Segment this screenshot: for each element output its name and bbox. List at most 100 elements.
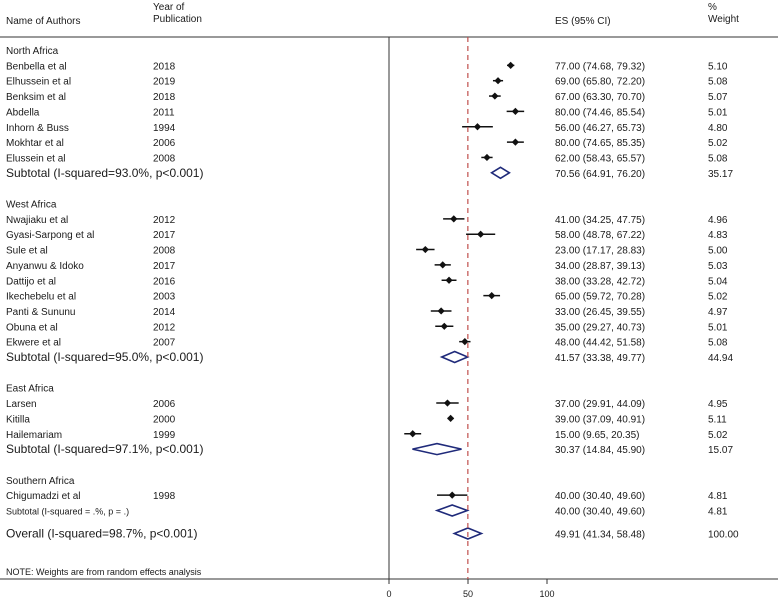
point-marker [507, 61, 515, 69]
study-es: 23.00 (17.17, 28.83) [555, 246, 645, 257]
study-year: 2012 [153, 322, 176, 333]
study-row: Obuna et al 2012 35.00 (29.27, 40.73) 5.01 [6, 322, 728, 333]
subtotal-weight: 44.94 [708, 353, 733, 364]
study-author: Nwajiaku et al [6, 215, 68, 226]
study-author: Benksim et al [6, 92, 66, 103]
point-marker [494, 77, 502, 85]
study-weight: 5.11 [708, 414, 727, 425]
group-label: East Africa [6, 384, 54, 395]
subtotal-row: Subtotal (I-squared=95.0%, p<0.001) 41.57… [6, 350, 733, 364]
study-year: 2008 [153, 153, 176, 164]
point-marker [421, 245, 429, 254]
subtotal-weight: 35.17 [708, 169, 733, 180]
study-year: 1994 [153, 123, 176, 134]
study-year: 2016 [153, 276, 176, 287]
study-author: Ekwere et al [6, 338, 61, 349]
header-weight-line2: Weight [708, 14, 739, 25]
point-marker [445, 276, 453, 284]
study-weight: 5.01 [708, 107, 728, 118]
study-author: Kitilla [6, 414, 30, 425]
study-author: Benbella et al [6, 61, 67, 72]
study-es: 40.00 (30.40, 49.60) [555, 491, 645, 502]
group-north-africa: North Africa Benbella et al 2018 77.00 (74.… [6, 46, 733, 180]
group-label: West Africa [6, 200, 57, 211]
study-es: 48.00 (44.42, 51.58) [555, 338, 645, 349]
study-es: 80.00 (74.46, 85.54) [555, 107, 645, 118]
group-southern-africa: Southern Africa Chigumadzi et al 1998 40.00… [6, 476, 728, 518]
point-marker [439, 261, 447, 269]
study-weight: 4.81 [708, 491, 728, 502]
study-year: 2019 [153, 77, 176, 88]
study-author: Obuna et al [6, 322, 58, 333]
study-row: Anyanwu & Idoko 2017 34.00 (28.87, 39.13) 5… [6, 261, 728, 272]
study-es: 15.00 (9.65, 20.35) [555, 430, 640, 441]
header-authors: Name of Authors [6, 16, 80, 27]
group-label: Southern Africa [6, 476, 75, 487]
study-row: Elhussein et al 2019 69.00 (65.80, 72.20) 5… [6, 77, 728, 88]
study-author: Mokhtar et al [6, 138, 64, 149]
study-es: 33.00 (26.45, 39.55) [555, 307, 645, 318]
study-es: 34.00 (28.87, 39.13) [555, 261, 645, 272]
study-weight: 5.07 [708, 92, 728, 103]
study-year: 2017 [153, 261, 176, 272]
point-marker [511, 138, 519, 146]
study-es: 62.00 (58.43, 65.57) [555, 153, 645, 164]
study-es: 37.00 (29.91, 44.09) [555, 399, 645, 410]
study-year: 2006 [153, 138, 176, 149]
study-author: Abdella [6, 107, 40, 118]
study-row: Ekwere et al 2007 48.00 (44.42, 51.58) 5.08 [6, 338, 728, 349]
study-weight: 4.83 [708, 230, 728, 241]
study-row: Sule et al 2008 23.00 (17.17, 28.83) 5.00 [6, 246, 728, 257]
study-year: 1998 [153, 491, 176, 502]
point-marker [409, 430, 417, 438]
study-year: 2003 [153, 292, 176, 303]
study-author: Panti & Sununu [6, 307, 76, 318]
group-west-africa: West Africa Nwajiaku et al 2012 41.00 (34.2… [6, 200, 733, 365]
study-weight: 5.08 [708, 77, 728, 88]
study-weight: 5.04 [708, 276, 728, 287]
study-row: Benbella et al 2018 77.00 (74.68, 79.32) 5.… [6, 61, 728, 72]
subtotal-weight: 4.81 [708, 507, 728, 518]
study-weight: 4.97 [708, 307, 728, 318]
study-row: Chigumadzi et al 1998 40.00 (30.40, 49.60)… [6, 491, 728, 502]
subtotal-es: 30.37 (14.84, 45.90) [555, 445, 645, 456]
subtotal-weight: 15.07 [708, 445, 733, 456]
study-row: Panti & Sununu 2014 33.00 (26.45, 39.55) 4.… [6, 307, 728, 318]
study-author: Elhussein et al [6, 77, 71, 88]
study-row: Hailemariam 1999 15.00 (9.65, 20.35) 5.02 [6, 430, 728, 441]
study-weight: 4.80 [708, 123, 728, 134]
study-author: Larsen [6, 399, 37, 410]
subtotal-row: Subtotal (I-squared=93.0%, p<0.001) 70.56… [6, 166, 733, 180]
x-tick-label: 50 [463, 589, 473, 599]
subtotal-diamond [439, 350, 470, 364]
point-marker [440, 322, 448, 330]
point-marker [447, 414, 455, 422]
footnote: NOTE: Weights are from random effects an… [6, 567, 202, 577]
study-year: 2007 [153, 338, 176, 349]
subtotal-label: Subtotal (I-squared = .%, p = .) [6, 507, 129, 517]
study-row: Gyasi-Sarpong et al 2017 58.00 (48.78, 67.… [6, 230, 728, 241]
study-es: 65.00 (59.72, 70.28) [555, 292, 645, 303]
study-year: 2018 [153, 92, 176, 103]
point-marker [483, 153, 491, 162]
overall-label: Overall (I-squared=98.7%, p<0.001) [6, 527, 197, 541]
study-es: 58.00 (48.78, 67.22) [555, 230, 645, 241]
study-weight: 5.10 [708, 61, 728, 72]
header-year-line2: Publication [153, 14, 202, 25]
study-es: 56.00 (46.27, 65.73) [555, 123, 645, 134]
study-es: 67.00 (63.30, 70.70) [555, 92, 645, 103]
study-row: Abdella 2011 80.00 (74.46, 85.54) 5.01 [6, 107, 728, 118]
study-row: Ikechebelu et al 2003 65.00 (59.72, 70.28)… [6, 292, 728, 303]
overall-row: Overall (I-squared=98.7%, p<0.001) 49.91 … [6, 527, 739, 541]
header-weight-line1: % [708, 2, 717, 13]
study-row: Larsen 2006 37.00 (29.91, 44.09) 4.95 [6, 399, 728, 410]
subtotal-label: Subtotal (I-squared=95.0%, p<0.001) [6, 350, 203, 364]
study-row: Nwajiaku et al 2012 41.00 (34.25, 47.75) 4.… [6, 215, 728, 226]
subtotal-diamond [412, 442, 462, 456]
study-row: Benksim et al 2018 67.00 (63.30, 70.70) 5.0… [6, 92, 728, 103]
study-author: Dattijo et al [6, 276, 56, 287]
study-author: Ikechebelu et al [6, 292, 76, 303]
study-year: 2006 [153, 399, 176, 410]
subtotal-es: 40.00 (30.40, 49.60) [555, 507, 645, 518]
